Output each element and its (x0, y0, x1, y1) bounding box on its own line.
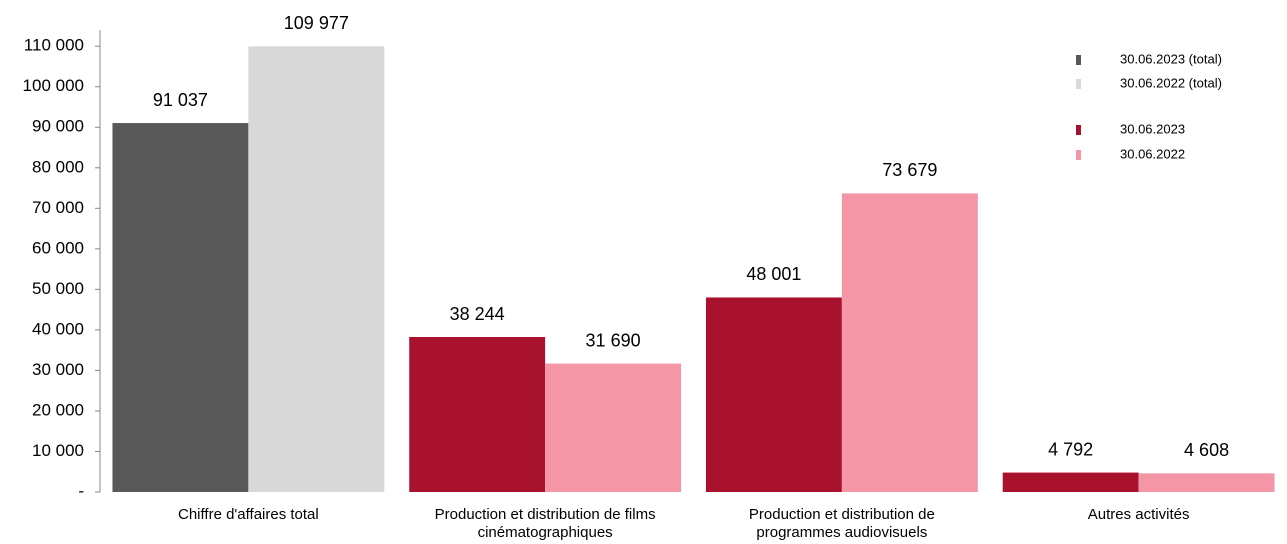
y-tick-label: 70 000 (32, 198, 84, 217)
bar (112, 123, 249, 492)
y-tick-label: 100 000 (23, 76, 84, 95)
bar (545, 363, 682, 492)
legend-swatch (1076, 55, 1081, 65)
value-label: 48 001 (746, 264, 801, 284)
y-tick-label: 20 000 (32, 400, 84, 419)
x-tick-label: Autres activités (1087, 506, 1190, 523)
value-label: 31 690 (586, 330, 641, 350)
bar (409, 337, 546, 492)
bar (248, 46, 385, 492)
y-tick-label: 30 000 (32, 360, 84, 379)
legend-label: 30.06.2023 (total) (1120, 51, 1222, 66)
bar (705, 297, 842, 492)
value-label: 109 977 (284, 13, 349, 33)
y-tick-label: 110 000 (24, 36, 84, 55)
x-tick-label: Production et distribution de films ciné… (434, 506, 656, 541)
x-tick-label: Chiffre d'affaires total (178, 506, 319, 523)
value-label: 4 608 (1184, 440, 1229, 460)
legend-swatch (1076, 79, 1081, 89)
y-tick-label: 60 000 (32, 238, 84, 257)
legend-label: 30.06.2022 (total) (1120, 75, 1222, 90)
x-tick-label: Production et distribution de programmes… (748, 506, 935, 541)
value-label: 73 679 (882, 160, 937, 180)
y-tick-label: 40 000 (32, 319, 84, 338)
legend-swatch (1076, 125, 1081, 135)
y-tick-label: - (78, 481, 84, 500)
legend-label: 30.06.2022 (1120, 146, 1185, 161)
legend-label: 30.06.2023 (1120, 121, 1185, 136)
y-tick-label: 50 000 (32, 279, 84, 298)
value-label: 91 037 (153, 90, 208, 110)
value-label: 4 792 (1048, 439, 1093, 459)
y-tick-label: 10 000 (32, 441, 84, 460)
y-tick-label: 80 000 (32, 157, 84, 176)
bar (841, 193, 978, 492)
legend-swatch (1076, 150, 1081, 160)
value-label: 38 244 (450, 304, 505, 324)
bar (1002, 472, 1139, 492)
y-tick-label: 90 000 (32, 117, 84, 136)
bar (1138, 473, 1275, 492)
